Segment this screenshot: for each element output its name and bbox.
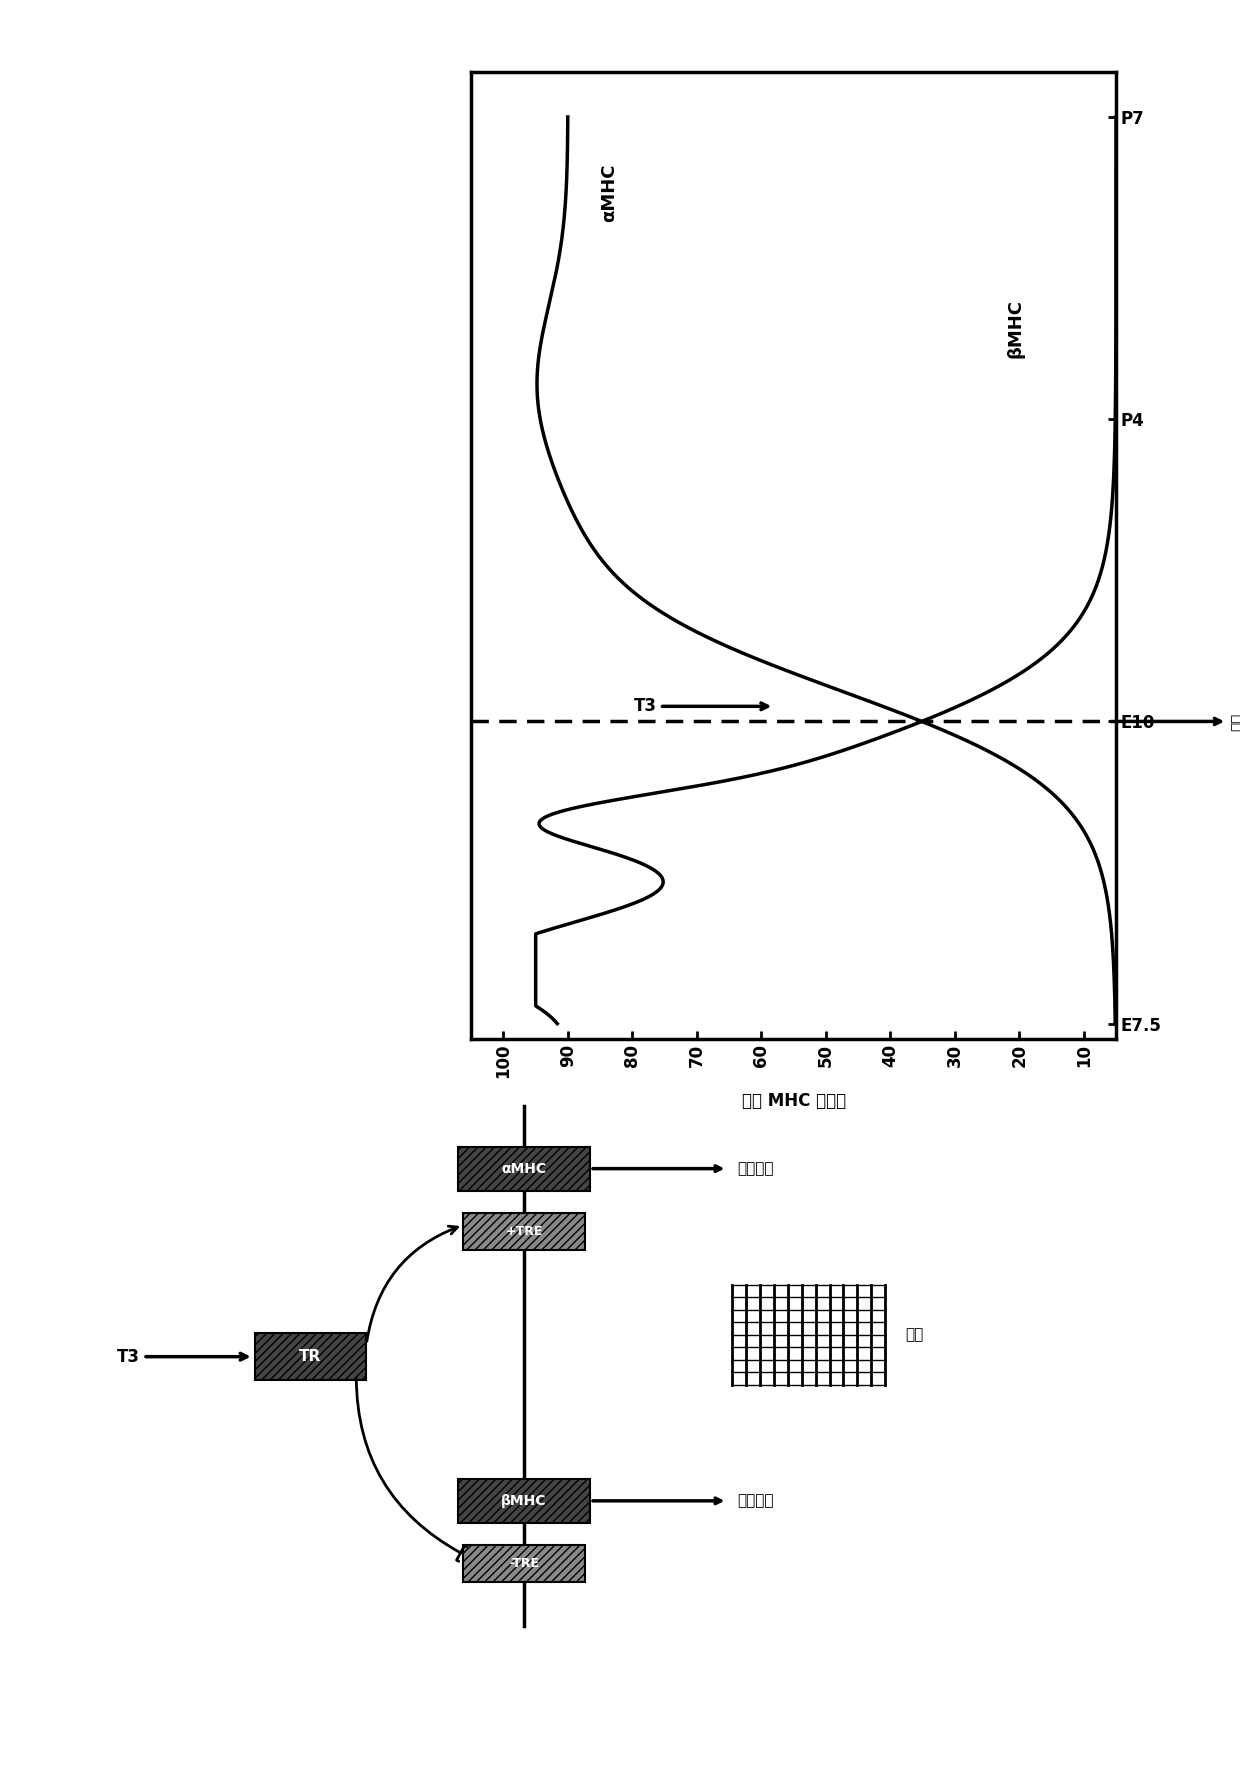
Bar: [463, 1213, 585, 1250]
Text: βMHC: βMHC: [1007, 299, 1024, 358]
Bar: [254, 1333, 367, 1381]
Text: +TRE: +TRE: [506, 1225, 543, 1238]
Text: T3: T3: [118, 1347, 247, 1367]
Text: αMHC: αMHC: [600, 163, 619, 222]
Text: βMHC: βMHC: [501, 1494, 547, 1508]
Text: TR: TR: [299, 1349, 321, 1365]
Text: -TRE: -TRE: [510, 1556, 539, 1571]
Bar: [458, 1479, 590, 1522]
FancyArrowPatch shape: [367, 1227, 458, 1341]
X-axis label: 占总 MHC 百分比: 占总 MHC 百分比: [742, 1093, 846, 1110]
Text: 肌节: 肌节: [905, 1327, 924, 1341]
Text: 快速收缩: 快速收缩: [738, 1161, 774, 1177]
Text: αMHC: αMHC: [501, 1162, 547, 1175]
FancyArrowPatch shape: [356, 1379, 466, 1562]
Bar: [458, 1146, 590, 1191]
Text: 出生: 出生: [1118, 713, 1240, 731]
Text: α/β 肌球蛋白重链转换: α/β 肌球蛋白重链转换: [172, 720, 286, 740]
Text: T3: T3: [634, 697, 768, 715]
Bar: [463, 1544, 585, 1583]
Text: 慢速收缩: 慢速收缩: [738, 1494, 774, 1508]
